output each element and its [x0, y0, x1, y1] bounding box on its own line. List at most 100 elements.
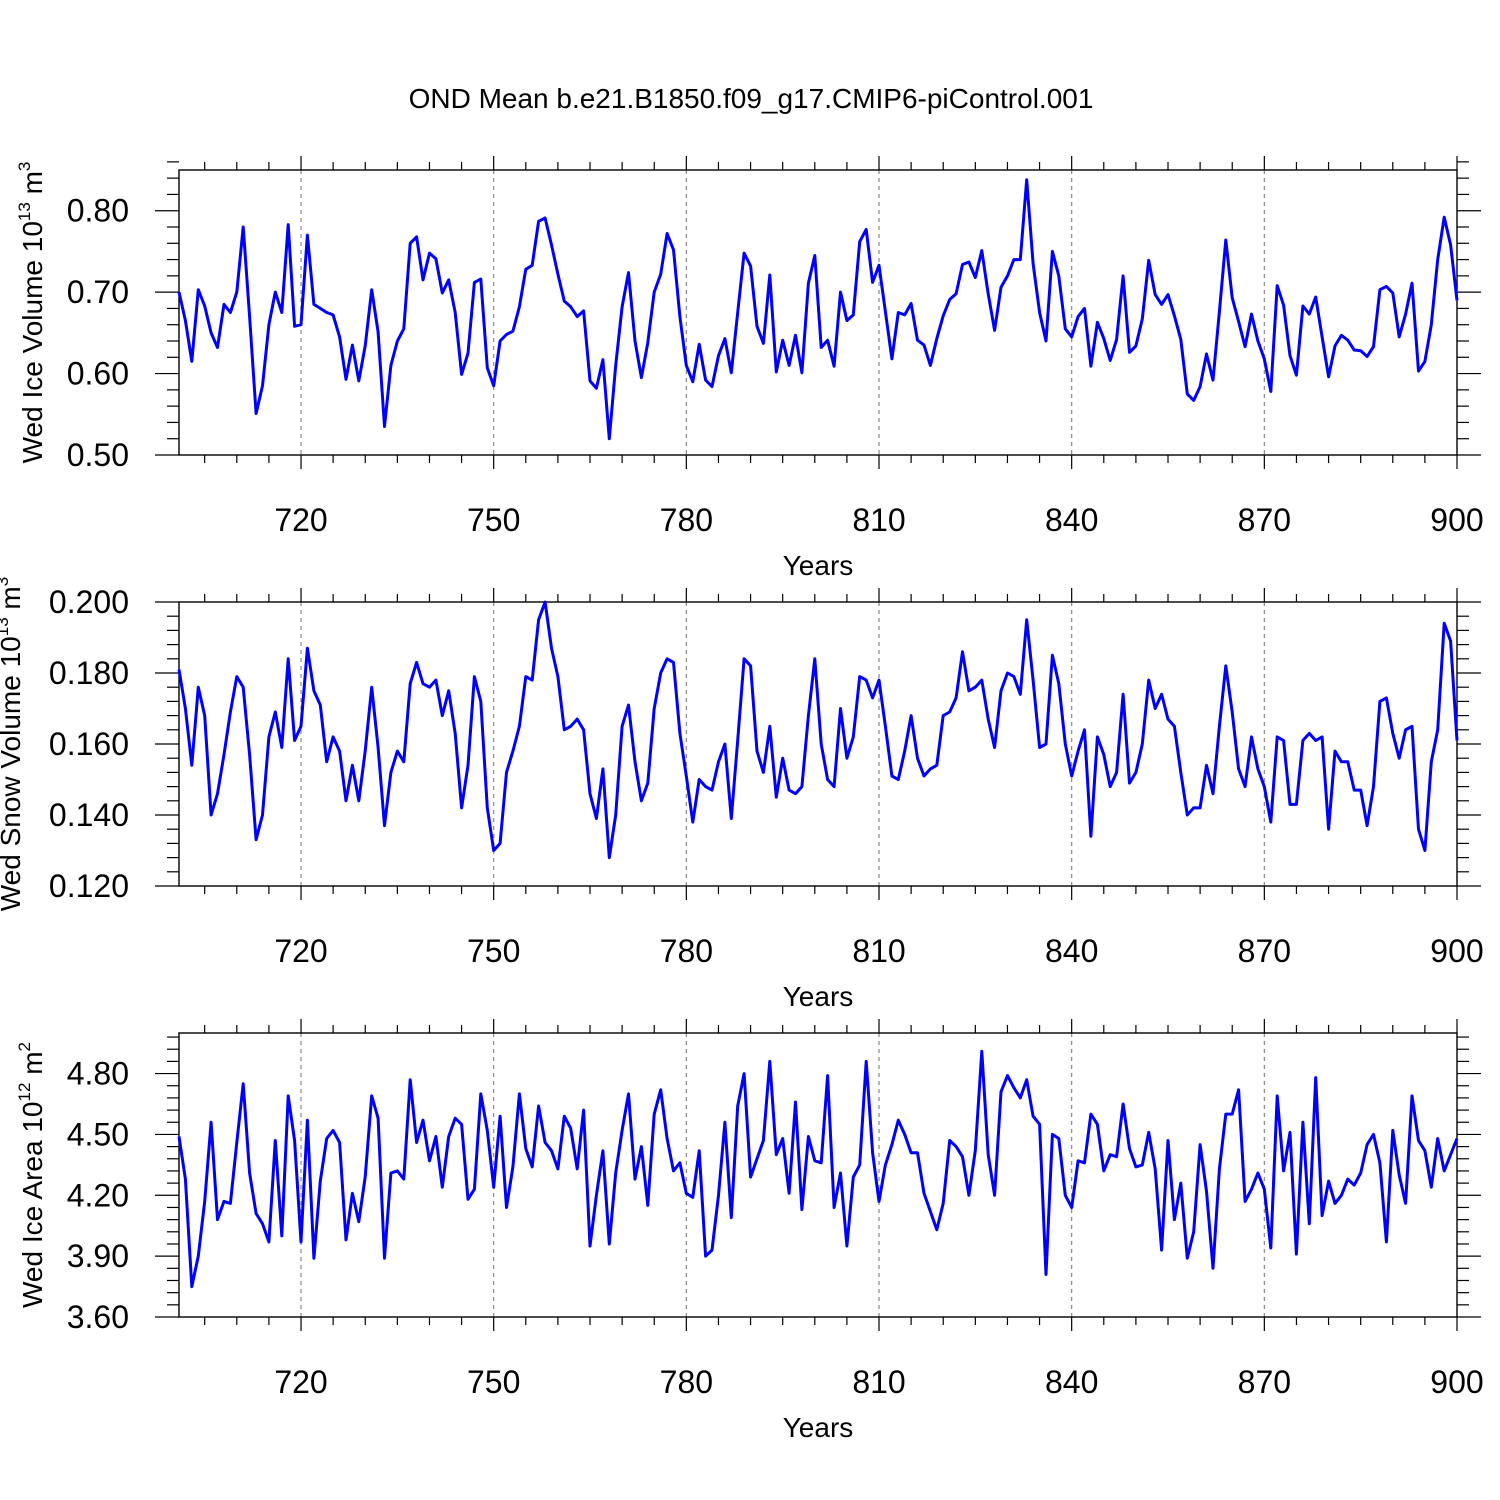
data-point — [1430, 761, 1432, 763]
data-point — [1193, 807, 1195, 809]
data-point — [878, 264, 880, 266]
data-point — [679, 316, 681, 318]
data-point — [692, 1196, 694, 1198]
data-point — [1090, 365, 1092, 367]
data-point — [852, 736, 854, 738]
data-point — [1026, 619, 1028, 621]
data-point — [955, 293, 957, 295]
data-point — [261, 814, 264, 816]
data-point — [216, 346, 219, 349]
data-point — [1405, 313, 1407, 315]
data-point — [923, 775, 925, 777]
data-point — [672, 1170, 675, 1172]
data-point — [762, 1139, 765, 1142]
data-point — [1250, 313, 1253, 315]
data-point — [717, 355, 720, 357]
data-point — [1154, 294, 1156, 296]
data-point — [1032, 679, 1034, 681]
data-point — [1218, 1168, 1220, 1170]
data-point — [242, 686, 244, 688]
data-point — [512, 750, 514, 752]
data-point — [974, 686, 976, 688]
data-point — [974, 276, 976, 279]
data-point — [961, 651, 964, 653]
data-point — [595, 1194, 598, 1196]
data-point — [339, 1141, 341, 1144]
data-point — [929, 364, 932, 366]
data-point — [814, 658, 816, 660]
x-tick-label: 780 — [660, 502, 713, 538]
data-point — [326, 761, 328, 763]
data-point — [987, 293, 989, 295]
data-point — [1225, 665, 1227, 667]
data-point — [827, 1075, 829, 1077]
x-axis-label: Years — [783, 981, 854, 1012]
data-point — [910, 302, 912, 305]
data-point — [1109, 359, 1111, 362]
data-point — [1212, 793, 1214, 795]
data-point — [499, 1115, 501, 1117]
data-point — [884, 311, 887, 313]
data-point — [660, 672, 662, 674]
data-point — [281, 1235, 283, 1237]
data-point — [1051, 250, 1053, 252]
data-point — [1051, 654, 1053, 656]
data-point — [1443, 622, 1445, 624]
data-point — [788, 1192, 790, 1194]
data-point — [839, 1172, 842, 1174]
data-point — [627, 272, 630, 274]
data-point — [608, 857, 610, 859]
data-point — [306, 234, 308, 236]
data-point — [724, 1121, 726, 1123]
data-point — [1205, 764, 1208, 766]
data-point — [1128, 782, 1131, 784]
data-point — [1385, 697, 1387, 699]
data-point — [531, 1166, 533, 1168]
data-point — [236, 676, 238, 678]
data-point — [1154, 707, 1156, 710]
data-point — [306, 1119, 308, 1121]
x-tick-label: 720 — [274, 502, 327, 538]
data-point — [865, 679, 867, 681]
data-point — [1379, 1162, 1381, 1164]
data-point — [371, 289, 373, 291]
data-point — [287, 1095, 289, 1097]
data-point — [1141, 1164, 1143, 1166]
data-point — [1039, 1123, 1041, 1125]
data-point — [249, 754, 251, 756]
data-point — [1283, 1170, 1285, 1172]
data-point — [1360, 789, 1362, 791]
data-point — [345, 800, 347, 802]
data-point — [615, 1172, 617, 1174]
data-point — [846, 1245, 848, 1247]
data-point — [1231, 1113, 1233, 1115]
data-point — [268, 736, 270, 738]
data-point — [461, 1123, 463, 1125]
data-point — [1225, 239, 1227, 241]
data-point — [589, 1245, 591, 1247]
data-point — [1372, 1133, 1375, 1135]
data-point — [1328, 828, 1330, 830]
data-point — [364, 1176, 366, 1178]
data-point — [794, 793, 797, 795]
data-point — [1424, 1150, 1426, 1152]
data-point — [570, 1127, 572, 1129]
data-point — [1199, 1144, 1201, 1146]
data-point — [968, 261, 970, 263]
data-point — [383, 425, 386, 428]
data-point — [666, 658, 668, 660]
data-point — [210, 332, 212, 334]
data-point — [807, 1135, 810, 1138]
data-point — [435, 679, 437, 681]
data-point — [505, 333, 508, 336]
data-point — [820, 346, 822, 349]
data-point — [1000, 690, 1002, 692]
data-point — [281, 746, 283, 749]
data-point — [1077, 1160, 1079, 1162]
data-point — [210, 1121, 212, 1123]
data-point — [717, 761, 720, 763]
data-point — [480, 278, 482, 280]
y-tick-label: 0.160 — [49, 726, 129, 762]
data-point — [525, 676, 527, 678]
